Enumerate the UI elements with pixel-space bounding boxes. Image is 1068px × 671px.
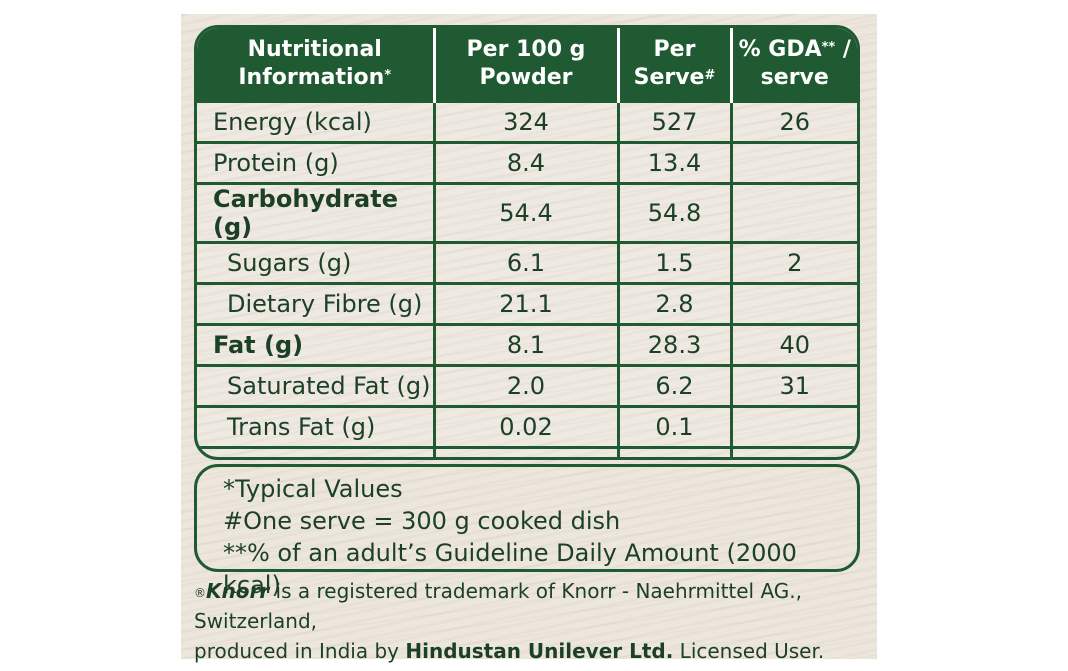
table-header-row: Nutritional Information* Per 100 g Powde… — [197, 28, 857, 102]
nutrient-label: Trans Fat (g) — [197, 405, 434, 448]
footnote-gda: **% of an adult’s Guideline Daily Amount… — [223, 539, 797, 599]
per-serve-value: 13.4 — [616, 141, 731, 184]
per-serve-value: 527 — [616, 100, 731, 143]
table-row: Carbohydrate (g) 54.4 54.8 — [197, 182, 857, 243]
produced-in-text: produced in India by — [194, 639, 406, 663]
nutrient-label: Fat (g) — [197, 323, 434, 366]
licensed-user-text: Licensed User. — [673, 639, 825, 663]
registered-mark: ® — [194, 586, 206, 600]
gda-value: 41 — [729, 446, 857, 457]
header-nutritional-information: Nutritional Information* — [197, 28, 434, 102]
table-row: Sodium (mg) 5727 978 41 — [197, 446, 857, 457]
trademark-line-1: ®Knorr is a registered trademark of Knor… — [194, 576, 864, 636]
nutrition-table-box: Nutritional Information* Per 100 g Powde… — [194, 25, 860, 460]
gda-value — [729, 182, 857, 243]
per-serve-value: 6.2 — [616, 364, 731, 407]
table-row: Sugars (g) 6.1 1.5 2 — [197, 241, 857, 284]
per-100g-value: 21.1 — [432, 282, 618, 325]
per-100g-value: 54.4 — [432, 182, 618, 243]
table-row: Saturated Fat (g) 2.0 6.2 31 — [197, 364, 857, 407]
per-100g-value: 0.02 — [432, 405, 618, 448]
nutrient-label: Sodium (mg) — [197, 446, 434, 457]
header-per-serve: Per Serve# — [616, 28, 731, 102]
per-serve-value: 978 — [616, 446, 731, 457]
footnote-typical-values: *Typical Values — [223, 475, 403, 503]
per-serve-value: 2.8 — [616, 282, 731, 325]
per-100g-value: 324 — [432, 100, 618, 143]
per-serve-value: 28.3 — [616, 323, 731, 366]
nutrient-label: Dietary Fibre (g) — [197, 282, 434, 325]
brand-name: Knorr — [206, 579, 270, 603]
nutrient-label: Saturated Fat (g) — [197, 364, 434, 407]
table-row: Protein (g) 8.4 13.4 — [197, 141, 857, 184]
gda-value — [729, 141, 857, 184]
nutrition-table: Nutritional Information* Per 100 g Powde… — [197, 28, 857, 457]
per-serve-value: 0.1 — [616, 405, 731, 448]
per-100g-value: 5727 — [432, 446, 618, 457]
company-name: Hindustan Unilever Ltd. — [405, 639, 674, 663]
gda-value: 26 — [729, 100, 857, 143]
nutrient-label: Carbohydrate (g) — [197, 182, 434, 243]
header-per-100g: Per 100 g Powder — [432, 28, 618, 102]
gda-value — [729, 282, 857, 325]
per-100g-value: 6.1 — [432, 241, 618, 284]
per-serve-value: 54.8 — [616, 182, 731, 243]
gda-value: 40 — [729, 323, 857, 366]
per-100g-value: 2.0 — [432, 364, 618, 407]
footnote-one-serve: #One serve = 300 g cooked dish — [223, 507, 621, 535]
nutrient-label: Energy (kcal) — [197, 100, 434, 143]
table-row: Fat (g) 8.1 28.3 40 — [197, 323, 857, 366]
header-gda-per-serve: % GDA** / serve — [729, 28, 857, 102]
trademark-line-2: produced in India by Hindustan Unilever … — [194, 636, 864, 666]
table-row: Dietary Fibre (g) 21.1 2.8 — [197, 282, 857, 325]
nutrient-label: Sugars (g) — [197, 241, 434, 284]
trademark-notice: ®Knorr is a registered trademark of Knor… — [194, 576, 864, 666]
table-row: Trans Fat (g) 0.02 0.1 — [197, 405, 857, 448]
nutrient-label: Protein (g) — [197, 141, 434, 184]
per-100g-value: 8.4 — [432, 141, 618, 184]
gda-value — [729, 405, 857, 448]
per-serve-value: 1.5 — [616, 241, 731, 284]
gda-value: 31 — [729, 364, 857, 407]
nutrition-label-panel: Nutritional Information* Per 100 g Powde… — [181, 14, 877, 663]
table-row: Energy (kcal) 324 527 26 — [197, 100, 857, 143]
per-100g-value: 8.1 — [432, 323, 618, 366]
footnotes-box: *Typical Values #One serve = 300 g cooke… — [194, 464, 860, 599]
gda-value: 2 — [729, 241, 857, 284]
trademark-text: is a registered trademark of Knorr - Nae… — [194, 579, 803, 633]
